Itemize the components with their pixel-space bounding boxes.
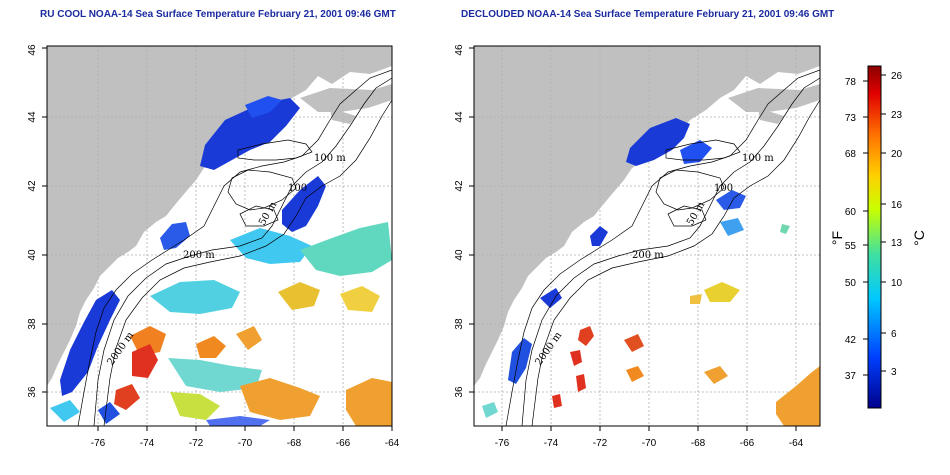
fahrenheit-tick-label: 37 <box>845 371 857 382</box>
contour-label: 100 <box>288 183 307 194</box>
celsius-tick-label: 6 <box>891 329 897 340</box>
contour-label: 200 m <box>632 250 664 261</box>
lon-tick-label: -74 <box>544 438 559 449</box>
lon-tick-label: -72 <box>189 438 204 449</box>
bathymetry-contours <box>505 69 820 426</box>
celsius-tick-label: 3 <box>891 367 897 378</box>
lon-tick-label: -72 <box>593 438 608 449</box>
celsius-tick-label: 10 <box>891 278 903 289</box>
celsius-tick-label: 23 <box>891 110 903 121</box>
celsius-tick-label: 26 <box>891 71 903 82</box>
sst-field-right <box>482 118 820 426</box>
lat-tick-label: 42 <box>27 180 38 192</box>
fahrenheit-tick-label: 60 <box>845 207 857 218</box>
contour-label: 200 m <box>183 250 215 261</box>
lat-tick-label: 42 <box>454 180 465 192</box>
celsius-tick-label: 16 <box>891 200 903 211</box>
left-map-title: RU COOL NOAA-14 Sea Surface Temperature … <box>40 9 396 20</box>
lat-tick-label: 40 <box>454 249 465 261</box>
lon-tick-label: -70 <box>238 438 253 449</box>
lat-tick-label: 46 <box>27 44 38 56</box>
contour-label: 100 m <box>314 153 346 164</box>
lat-tick-label: 44 <box>27 111 38 123</box>
map-frame <box>46 45 393 427</box>
bathymetry-contours <box>77 69 392 426</box>
lat-tick-labels-right: 36 38 40 42 44 46 <box>454 44 465 398</box>
lon-tick-label: -66 <box>336 438 351 449</box>
fahrenheit-unit-label: °F <box>829 231 845 245</box>
celsius-tick-label: 20 <box>891 149 903 160</box>
colorbar-gradient <box>867 65 882 409</box>
lon-tick-label: -76 <box>91 438 106 449</box>
lat-tick-label: 36 <box>27 386 38 398</box>
axis-ticks-left <box>42 47 393 431</box>
land-mass <box>474 46 820 386</box>
lon-tick-label: -64 <box>385 438 400 449</box>
lon-tick-label: -68 <box>287 438 302 449</box>
lat-tick-label: 40 <box>27 249 38 261</box>
graticule <box>474 46 820 426</box>
lon-tick-labels-left: -76 -74 -72 -70 -68 -66 -64 <box>91 438 400 449</box>
fahrenheit-tick-label: 73 <box>845 113 857 124</box>
axis-ticks-right <box>469 47 797 431</box>
right-map: 100 m 100 50 m 200 m 2000 m -76 -74 -72 … <box>454 44 821 449</box>
sst-field-left <box>50 96 392 426</box>
right-map-title: DECLOUDED NOAA-14 Sea Surface Temperatur… <box>461 9 835 20</box>
celsius-tick-label: 13 <box>891 238 903 249</box>
lat-tick-label: 38 <box>27 318 38 330</box>
lon-tick-label: -76 <box>495 438 510 449</box>
colorbar: 78 73 68 60 55 50 42 37 26 23 20 16 13 1… <box>829 65 927 409</box>
left-map: 100 m 100 50 m 200 m 2000 m -76 -74 -72 … <box>27 44 400 449</box>
fahrenheit-tick-label: 68 <box>845 149 857 160</box>
celsius-unit-label: °C <box>911 230 927 246</box>
lat-tick-label: 36 <box>454 386 465 398</box>
lon-tick-label: -64 <box>789 438 804 449</box>
contour-label: 100 <box>714 183 733 194</box>
lon-tick-label: -74 <box>140 438 155 449</box>
land-mass <box>47 46 392 386</box>
lat-tick-labels-left: 36 38 40 42 44 46 <box>27 44 38 398</box>
fahrenheit-tick-label: 42 <box>845 335 857 346</box>
lat-tick-label: 46 <box>454 44 465 56</box>
lat-tick-label: 38 <box>454 318 465 330</box>
celsius-ticks: 26 23 20 16 13 10 6 3 <box>891 71 903 378</box>
fahrenheit-tick-label: 55 <box>845 241 857 252</box>
fahrenheit-tick-label: 78 <box>845 77 857 88</box>
lat-tick-label: 44 <box>454 111 465 123</box>
lon-tick-label: -70 <box>642 438 657 449</box>
fahrenheit-tick-label: 50 <box>845 278 857 289</box>
lon-tick-labels-right: -76 -74 -72 -70 -68 -66 -64 <box>495 438 804 449</box>
contour-label: 100 m <box>742 153 774 164</box>
fahrenheit-ticks: 78 73 68 60 55 50 42 37 <box>845 77 857 382</box>
lon-tick-label: -66 <box>740 438 755 449</box>
lon-tick-label: -68 <box>691 438 706 449</box>
map-frame <box>473 45 821 427</box>
